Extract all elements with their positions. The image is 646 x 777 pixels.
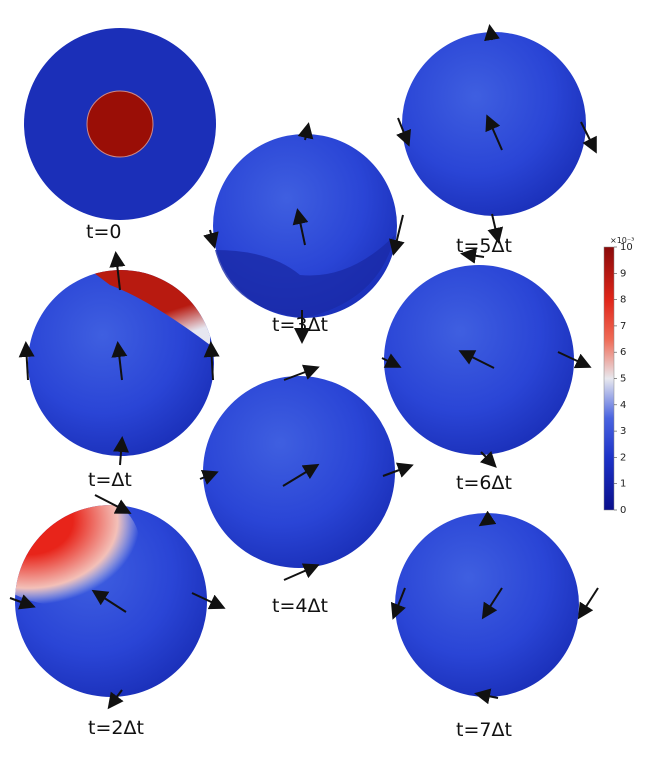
arrow	[396, 117, 411, 147]
arrow	[9, 594, 36, 610]
panel-label: t=0	[86, 221, 121, 243]
sphere	[402, 32, 586, 216]
arrow	[479, 450, 497, 468]
arrow	[199, 470, 219, 485]
panels	[15, 28, 586, 697]
arrow	[580, 121, 597, 154]
arrow	[390, 587, 406, 620]
hot-spot	[86, 90, 154, 158]
panel-label: t=Δt	[88, 469, 132, 491]
arrow	[297, 122, 314, 141]
panel-label: t=4Δt	[272, 595, 328, 617]
arrow	[203, 341, 220, 381]
arrows	[9, 24, 599, 710]
arrow	[283, 563, 320, 581]
arrow	[485, 114, 503, 151]
arrow	[191, 592, 226, 610]
arrow	[282, 463, 320, 487]
colorbar-tick-label: 2	[620, 452, 626, 463]
colorbar-tick-label: 6	[620, 347, 626, 358]
arrow	[389, 214, 405, 256]
colorbar-tick-label: 5	[620, 374, 626, 385]
arrow	[203, 229, 219, 249]
colorbar-tick-label: 7	[620, 321, 626, 332]
colorbar-tick-label: 0	[620, 505, 626, 516]
arrow	[91, 589, 127, 613]
sphere	[203, 376, 395, 568]
colorbar-tick-label: 9	[620, 268, 626, 279]
colorbar-tick-label: 3	[620, 426, 626, 437]
arrow	[458, 350, 495, 369]
arrow	[577, 587, 599, 620]
arrow	[283, 364, 320, 381]
panel-label: t=6Δt	[456, 472, 512, 494]
arrow	[557, 351, 592, 369]
arrow	[481, 587, 503, 620]
colorbar-tick-label: 10	[620, 242, 633, 253]
panel-label: t=2Δt	[88, 717, 144, 739]
colorbar-tick-label: 1	[620, 479, 626, 490]
arrow	[474, 688, 499, 705]
shade	[215, 235, 395, 318]
arrow	[381, 353, 402, 368]
panel-label: t=7Δt	[456, 719, 512, 741]
colorbar-exponent: ×10⁻³	[610, 236, 634, 245]
arrow	[107, 689, 124, 710]
sphere	[395, 513, 579, 697]
arrow	[109, 251, 126, 291]
arrow	[460, 247, 485, 264]
panel-label: t=5Δt	[456, 235, 512, 257]
arrow	[382, 462, 414, 478]
panel-label: t=3Δt	[272, 314, 328, 336]
arrow	[484, 24, 500, 42]
arrow	[113, 436, 130, 466]
arrow	[94, 494, 132, 514]
arrow	[111, 341, 128, 381]
colorbar-tick-label: 8	[620, 295, 626, 306]
arrow	[478, 510, 497, 527]
colorbar	[603, 246, 615, 511]
arrow	[18, 341, 35, 381]
arrow	[292, 208, 309, 246]
colorbar-tick-label: 4	[620, 400, 626, 411]
arrow	[487, 213, 504, 244]
